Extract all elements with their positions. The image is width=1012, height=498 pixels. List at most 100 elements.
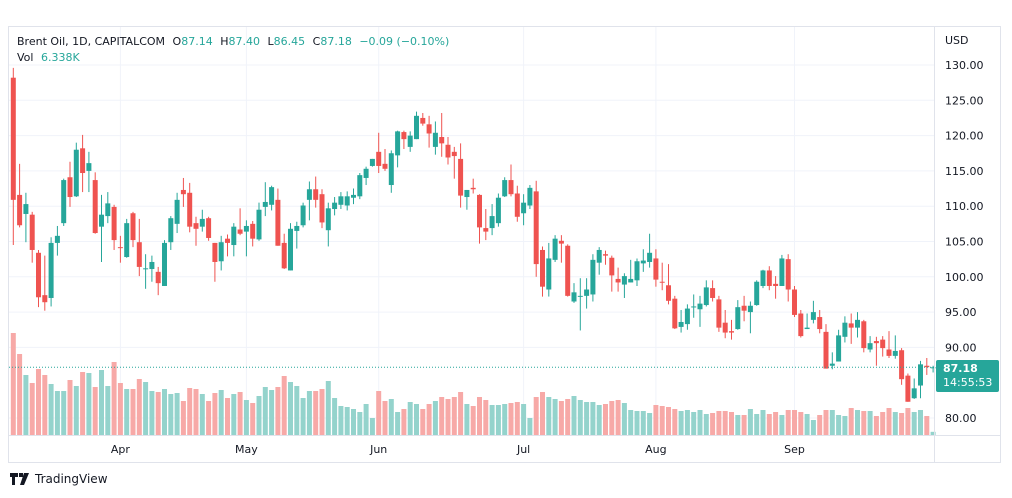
last-price: 87.18: [943, 362, 978, 375]
volume-bar: [344, 407, 350, 435]
candle: [319, 189, 325, 229]
volume-bar: [420, 409, 426, 435]
volume-bar: [464, 404, 470, 435]
volume-bar: [288, 382, 293, 435]
candle-body: [710, 288, 716, 298]
candle-body: [23, 204, 29, 214]
candle: [262, 182, 268, 217]
chart-legend: Brent Oil, 1D, CAPITALCOM O87.14 H87.40 …: [17, 34, 453, 66]
volume-bar: [332, 398, 338, 435]
candle-body: [86, 163, 92, 171]
volume-bar: [483, 400, 489, 435]
high-label: H: [220, 35, 229, 48]
volume-bar: [477, 397, 482, 435]
candle-body: [527, 187, 533, 206]
candle-body: [792, 289, 797, 315]
close-label: C: [312, 35, 321, 48]
volume-bar: [36, 369, 41, 435]
candle-body: [319, 194, 325, 223]
tradingview-logo[interactable]: TradingView: [10, 472, 108, 486]
candle: [17, 163, 23, 228]
volume-bar: [54, 391, 60, 435]
symbol-title[interactable]: Brent Oil, 1D, CAPITALCOM: [17, 35, 166, 48]
price-tick-label: 125.00: [945, 94, 984, 107]
candle-body: [596, 249, 602, 263]
candle: [653, 249, 659, 287]
candle: [117, 235, 123, 263]
candle: [61, 178, 67, 226]
volume-bar: [766, 414, 772, 435]
candle-body: [886, 349, 892, 356]
candle-body: [905, 375, 911, 402]
candle: [779, 254, 785, 286]
volume-bar: [747, 409, 753, 435]
volume-bar: [29, 383, 35, 435]
price-tick-label: 90.00: [945, 341, 977, 354]
volume-bar: [363, 404, 369, 435]
volume-bar: [565, 399, 571, 435]
price-axis[interactable]: 130.00 125.00 120.00 115.00 110.00 105.00 100.…: [945, 59, 984, 425]
volume-bar: [231, 394, 237, 435]
candle: [294, 221, 300, 249]
candle: [590, 254, 596, 302]
candle: [703, 280, 709, 307]
volume-bar: [275, 387, 281, 435]
volume-bar: [117, 383, 123, 435]
volume-bar: [533, 397, 539, 435]
candle: [918, 360, 923, 399]
candle: [615, 267, 621, 292]
candle-body: [918, 364, 923, 386]
candle-body: [225, 238, 230, 243]
volume-bar: [609, 401, 615, 435]
volume-bar: [187, 388, 193, 435]
candle-body: [180, 189, 186, 195]
volume-bar: [930, 431, 936, 435]
candle: [747, 301, 753, 334]
volume-bar: [621, 403, 627, 435]
candle: [439, 113, 445, 157]
volume-bar: [873, 416, 879, 435]
candle: [338, 192, 344, 210]
candle: [250, 221, 256, 247]
candle-body: [842, 322, 848, 337]
candle-body: [61, 180, 67, 224]
candle: [269, 185, 275, 211]
candle-body: [269, 187, 275, 205]
candle: [741, 295, 747, 322]
candle: [363, 166, 369, 186]
candle-body: [577, 295, 583, 297]
candle: [691, 294, 697, 318]
candle: [124, 218, 130, 258]
volume-bar: [67, 380, 73, 435]
candle-body: [521, 202, 527, 214]
candle: [760, 269, 766, 289]
candle: [80, 134, 86, 193]
volume-bar: [42, 375, 48, 435]
low-value: 86.45: [273, 35, 306, 48]
candle: [313, 176, 319, 208]
candle-body: [306, 189, 312, 200]
candle: [540, 246, 545, 297]
volume-bar: [735, 415, 741, 435]
volume-bar: [521, 404, 527, 435]
volume-bar: [905, 408, 911, 435]
candle: [716, 295, 722, 332]
candle: [855, 312, 860, 338]
price-chart[interactable]: USD 130.00 125.00 120.00 115.00 110.00 105.00…: [0, 0, 1012, 470]
candle-body: [684, 308, 690, 325]
candle-body: [603, 254, 608, 256]
candle-body: [659, 281, 665, 283]
candle-body: [514, 193, 520, 217]
candle: [10, 67, 16, 246]
time-axis[interactable]: Apr May Jun Jul Aug Sep: [111, 443, 805, 456]
candle-body: [29, 214, 35, 250]
candle: [735, 300, 741, 330]
volume-bar: [357, 412, 363, 435]
volume-bar: [445, 399, 451, 435]
candle-body: [508, 180, 514, 195]
volume-bar: [470, 406, 476, 435]
volume-bar: [899, 413, 905, 435]
candle-body: [432, 132, 438, 147]
candle: [729, 319, 734, 340]
volume-bar: [596, 405, 602, 435]
